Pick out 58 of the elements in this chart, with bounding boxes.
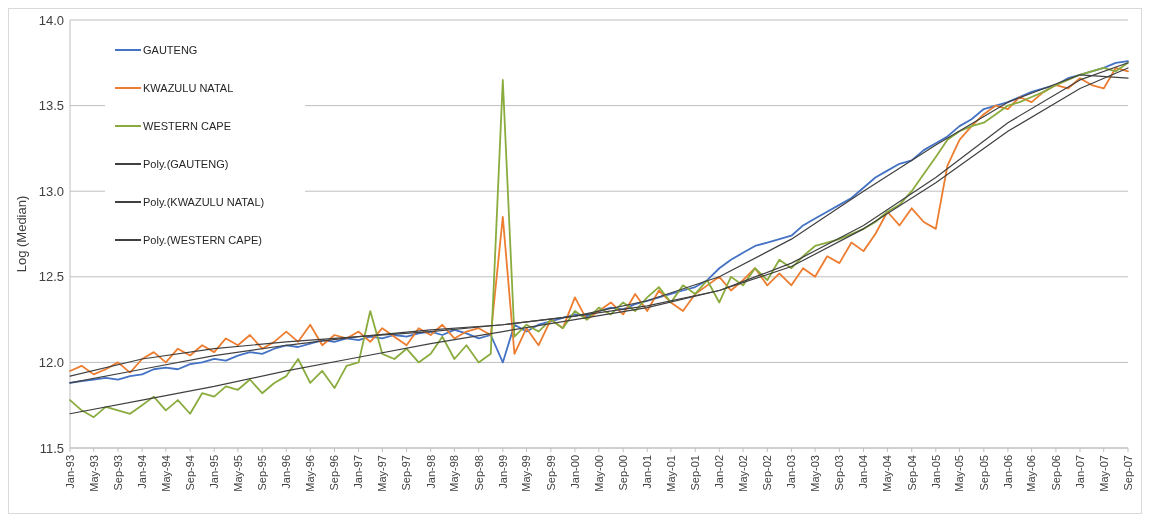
x-tick-label: Jan-00 <box>568 455 581 489</box>
x-tick-label: Sep-06 <box>1049 455 1062 491</box>
x-tick-label: Jan-97 <box>352 455 365 489</box>
x-tick-label: Jan-03 <box>785 455 798 489</box>
x-tick-label: Jan-01 <box>641 455 654 489</box>
x-tick-label: Jan-02 <box>713 455 726 489</box>
x-tick-label: Sep-97 <box>400 455 413 491</box>
legend-label: Poly.(GAUTENG) <box>143 157 229 170</box>
x-tick-label: Sep-00 <box>616 455 629 491</box>
legend-label: Poly.(KWAZULU NATAL) <box>143 195 265 208</box>
x-tick-label: May-04 <box>881 455 894 492</box>
x-tick-label: Jan-07 <box>1073 455 1086 489</box>
x-tick-label: May-00 <box>592 455 605 492</box>
x-tick-label: Sep-04 <box>905 455 918 491</box>
y-tick-label: 13.0 <box>38 183 64 199</box>
x-tick-label: May-94 <box>159 455 172 492</box>
x-tick-label: Sep-98 <box>472 455 485 491</box>
x-tick-label: Jan-04 <box>857 455 870 489</box>
legend-label: GAUTENG <box>143 43 198 56</box>
x-tick-label: Sep-05 <box>977 455 990 491</box>
x-tick-label: May-05 <box>953 455 966 492</box>
x-tick-label: Sep-93 <box>111 455 124 491</box>
x-tick-label: Sep-02 <box>761 455 774 491</box>
x-tick-label: Sep-96 <box>328 455 341 491</box>
x-tick-label: Sep-95 <box>256 455 269 491</box>
x-tick-label: May-97 <box>376 455 389 492</box>
y-axis-title: Log (Median) <box>14 195 29 273</box>
y-tick-label: 14.0 <box>38 12 64 28</box>
x-tick-label: May-98 <box>448 455 461 492</box>
x-tick-label: Jan-96 <box>280 455 293 489</box>
x-tick-label: May-01 <box>664 455 677 492</box>
x-tick-label: Sep-03 <box>833 455 846 491</box>
x-tick-label: Sep-07 <box>1121 455 1134 491</box>
x-tick-label: Jan-99 <box>496 455 509 489</box>
legend-label: KWAZULU NATAL <box>143 81 234 94</box>
x-tick-label: May-93 <box>87 455 100 492</box>
x-tick-label: May-02 <box>736 455 749 492</box>
x-tick-label: May-96 <box>304 455 317 492</box>
y-tick-label: 12.0 <box>38 354 64 370</box>
x-tick-label: Jan-93 <box>63 455 76 489</box>
x-tick-label: Sep-01 <box>689 455 702 491</box>
y-tick-label: 11.5 <box>39 440 64 456</box>
x-tick-label: May-99 <box>520 455 533 492</box>
x-tick-label: Jan-95 <box>208 455 221 489</box>
legend-label: WESTERN CAPE <box>143 119 232 132</box>
x-tick-label: Jan-06 <box>1001 455 1014 489</box>
x-tick-label: Jan-94 <box>135 455 148 489</box>
y-tick-label: 12.5 <box>38 269 64 285</box>
x-tick-label: May-06 <box>1025 455 1038 492</box>
legend-label: Poly.(WESTERN CAPE) <box>143 233 262 246</box>
x-tick-label: Jan-05 <box>929 455 942 489</box>
x-tick-label: Jan-98 <box>424 455 437 489</box>
x-tick-label: Sep-99 <box>544 455 557 491</box>
x-tick-label: May-07 <box>1097 455 1110 492</box>
x-tick-label: May-03 <box>808 455 821 492</box>
y-tick-label: 13.5 <box>38 98 64 114</box>
x-tick-label: May-95 <box>231 455 244 492</box>
x-tick-label: Sep-94 <box>183 455 196 491</box>
